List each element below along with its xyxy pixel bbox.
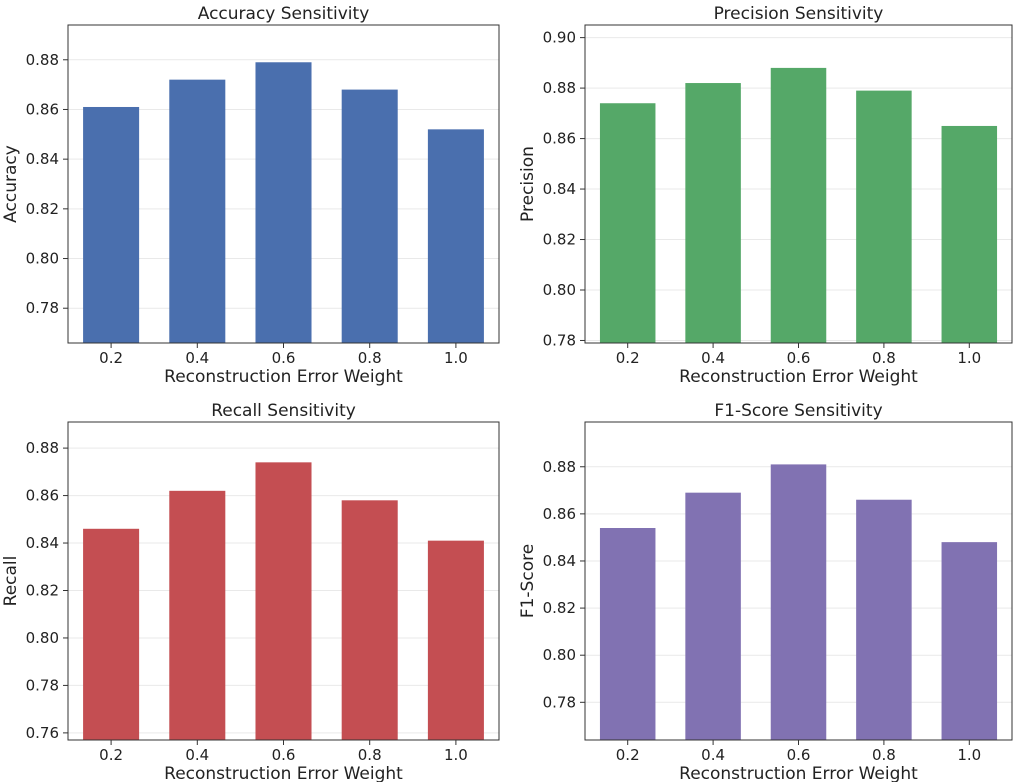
y-tick-label: 0.80	[543, 281, 576, 299]
bar-recall-0-2	[83, 528, 140, 740]
y-axis-label: F1-Score	[518, 544, 538, 618]
bar-accuracy-0-8	[341, 89, 398, 343]
bar-accuracy-1-0	[427, 129, 484, 343]
y-tick-label: 0.84	[543, 552, 576, 570]
chart-title: Accuracy Sensitivity	[198, 4, 370, 24]
chart-title: Recall Sensitivity	[211, 401, 356, 421]
y-axis-label: Accuracy	[1, 145, 21, 223]
y-tick-label: 0.80	[26, 629, 59, 647]
x-tick-label: 0.8	[872, 746, 896, 764]
bar-f1-score-0-2	[599, 528, 656, 740]
x-tick-label: 0.2	[616, 746, 640, 764]
y-tick-label: 0.90	[543, 29, 576, 47]
y-axis-label: Recall	[1, 556, 21, 607]
x-tick-label: 1.0	[957, 746, 981, 764]
bar-recall-0-4	[169, 490, 226, 740]
y-tick-label: 0.86	[26, 487, 59, 505]
bar-recall-1-0	[427, 540, 484, 740]
y-tick-label: 0.76	[26, 724, 59, 742]
bar-accuracy-0-2	[83, 106, 140, 343]
y-tick-label: 0.88	[543, 458, 576, 476]
x-tick-label: 0.8	[872, 349, 896, 367]
x-tick-label: 1.0	[957, 349, 981, 367]
y-tick-label: 0.78	[543, 331, 576, 349]
x-axis-label: Reconstruction Error Weight	[164, 367, 403, 387]
y-tick-label: 0.88	[543, 79, 576, 97]
x-tick-label: 0.4	[185, 746, 209, 764]
x-tick-label: 0.6	[272, 349, 296, 367]
y-tick-label: 0.82	[26, 581, 59, 599]
x-axis-label: Reconstruction Error Weight	[679, 367, 918, 387]
x-tick-label: 0.6	[272, 746, 296, 764]
x-tick-label: 0.8	[358, 349, 382, 367]
y-tick-label: 0.78	[26, 299, 59, 317]
y-tick-label: 0.82	[543, 599, 576, 617]
accuracy-chart: 0.78 0.80 0.82 0.84 0.86 0.88 0.2 0.4 0.6 0.8 1.0 A…	[1, 4, 500, 387]
x-tick-label: 0.2	[616, 349, 640, 367]
x-tick-label: 1.0	[444, 746, 468, 764]
bar-precision-0-8	[856, 90, 912, 343]
x-tick-label: 0.4	[701, 746, 725, 764]
bar-recall-0-8	[341, 500, 398, 740]
bar-f1-score-0-4	[685, 492, 741, 740]
bar-accuracy-0-4	[169, 79, 226, 343]
bar-accuracy-0-6	[255, 62, 312, 343]
bar-f1-score-0-6	[770, 464, 827, 740]
y-tick-label: 0.82	[26, 200, 59, 218]
chart-title: Precision Sensitivity	[714, 4, 884, 24]
bar-f1-score-1-0	[941, 542, 998, 740]
bar-precision-0-2	[599, 103, 656, 343]
x-axis-label: Reconstruction Error Weight	[164, 764, 403, 782]
x-axis-label: Reconstruction Error Weight	[679, 764, 918, 782]
x-tick-label: 0.8	[358, 746, 382, 764]
precision-chart: 0.78 0.80 0.82 0.84 0.86 0.88 0.90 0.2 0.4 0.6 0.8…	[518, 4, 1013, 387]
y-tick-label: 0.82	[543, 231, 576, 249]
x-tick-label: 0.2	[99, 349, 123, 367]
x-tick-label: 0.2	[99, 746, 123, 764]
x-tick-label: 1.0	[444, 349, 468, 367]
bar-precision-1-0	[941, 125, 998, 343]
y-tick-label: 0.84	[26, 150, 59, 168]
y-tick-label: 0.86	[26, 100, 59, 118]
bar-precision-0-6	[770, 67, 827, 344]
x-tick-label: 0.4	[701, 349, 725, 367]
bar-f1-score-0-8	[856, 499, 912, 740]
f1-score-chart: 0.78 0.80 0.82 0.84 0.86 0.88 0.2 0.4 0.6 0.8 1.0 F…	[518, 401, 1013, 782]
y-tick-label: 0.84	[543, 180, 576, 198]
x-tick-label: 0.4	[185, 349, 209, 367]
recall-chart: 0.76 0.78 0.80 0.82 0.84 0.86 0.88 0.2 0.4 0.6 0.8…	[1, 401, 500, 782]
y-tick-label: 0.80	[543, 646, 576, 664]
x-tick-label: 0.6	[787, 349, 811, 367]
y-tick-label: 0.88	[26, 439, 59, 457]
y-tick-label: 0.78	[543, 693, 576, 711]
chart-title: F1-Score Sensitivity	[714, 401, 882, 421]
y-tick-label: 0.86	[543, 130, 576, 148]
bar-recall-0-6	[255, 462, 312, 740]
y-axis-label: Precision	[518, 146, 538, 222]
x-tick-label: 0.6	[787, 746, 811, 764]
y-tick-label: 0.80	[26, 250, 59, 268]
y-tick-label: 0.88	[26, 51, 59, 69]
y-tick-label: 0.84	[26, 534, 59, 552]
bar-precision-0-4	[685, 83, 741, 344]
y-tick-label: 0.78	[26, 676, 59, 694]
y-tick-label: 0.86	[543, 505, 576, 523]
